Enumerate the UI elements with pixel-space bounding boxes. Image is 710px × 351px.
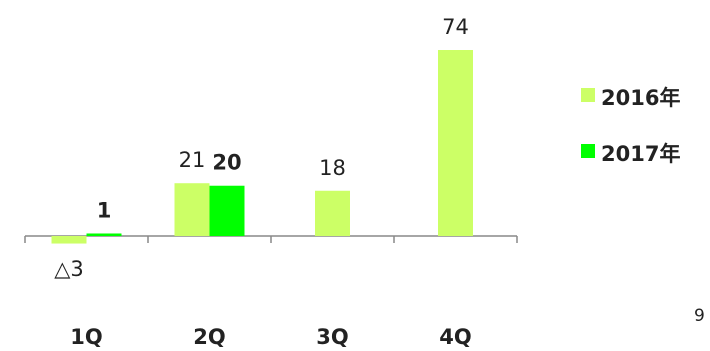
bar-4Q-series-1 [438, 50, 473, 236]
category-label-4Q: 4Q [439, 325, 471, 349]
legend-label-1: 2016年 [601, 86, 680, 110]
page-number: 9 [694, 306, 705, 326]
bar-2Q-series-1 [174, 183, 210, 236]
legend-swatch-2 [581, 144, 595, 158]
data-label-4Q-series-1: 74 [442, 15, 469, 39]
category-labels: 1Q 2Q 3Q 4Q [70, 325, 471, 349]
bar-1Q-series-2 [86, 233, 122, 236]
bar-3Q-series-1 [315, 190, 350, 236]
bar-2Q-series-2 [209, 185, 245, 236]
category-label-3Q: 3Q [316, 325, 348, 349]
data-label-3Q-series-1: 18 [319, 156, 346, 180]
bars [51, 50, 473, 244]
value-labels: △3 1 21 20 18 74 [54, 15, 469, 281]
data-label-2Q-series-2: 20 [212, 151, 241, 175]
data-label-1Q-series-2: 1 [97, 198, 112, 222]
legend-swatch-1 [581, 88, 595, 102]
bar-1Q-series-1 [51, 236, 87, 244]
category-label-1Q: 1Q [70, 325, 102, 349]
data-label-2Q-series-1: 21 [179, 148, 206, 172]
category-label-2Q: 2Q [193, 325, 225, 349]
legend: 2016年 2017年 [581, 86, 680, 166]
legend-label-2: 2017年 [601, 142, 680, 166]
x-axis [24, 235, 518, 243]
data-label-1Q-series-1: △3 [54, 257, 84, 281]
